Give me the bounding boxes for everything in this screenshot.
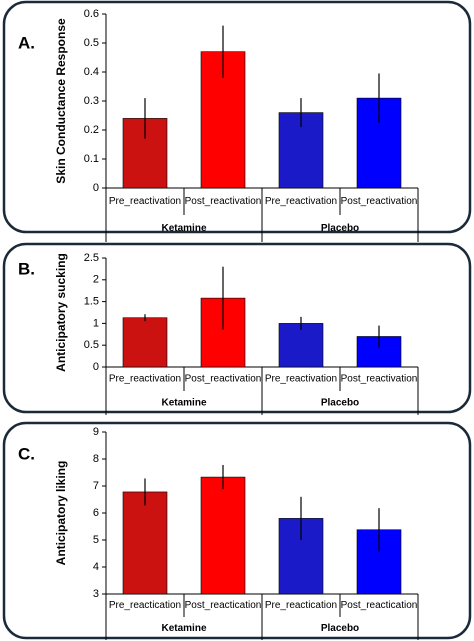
y-tick-label: 0.2	[84, 124, 99, 136]
x-tick-label: Post_reactivation	[341, 374, 418, 385]
x-tick-label: Pre_reactivation	[265, 374, 337, 385]
y-axis-label: Anticipatory liking	[54, 461, 68, 566]
y-axis-label: Anticipatory sucking	[54, 253, 68, 372]
panel-label: A.	[18, 33, 35, 52]
y-tick-label: 0.3	[84, 95, 99, 107]
group-label: Placebo	[321, 623, 359, 634]
x-tick-label: Post_reactivation	[185, 374, 262, 385]
y-tick-label: 0.6	[84, 8, 99, 20]
panel-frame	[2, 421, 472, 640]
x-tick-label: Post_reactication	[341, 600, 418, 611]
y-tick-label: 8	[93, 453, 99, 465]
x-tick-label: Pre_reactivation	[109, 196, 181, 207]
x-tick-label: Post_reactivation	[341, 196, 418, 207]
bar	[278, 323, 324, 368]
y-tick-label: 3	[93, 588, 99, 600]
panel-label: B.	[18, 259, 35, 278]
group-label: Ketamine	[161, 223, 206, 234]
bar	[122, 317, 168, 368]
y-tick-label: 1.5	[84, 296, 99, 308]
x-tick-label: Pre_reactication	[265, 600, 337, 611]
x-tick-label: Pre_reactivation	[265, 196, 337, 207]
y-tick-label: 0.5	[84, 37, 99, 49]
y-tick-label: 9	[93, 426, 99, 438]
bar	[200, 476, 246, 595]
group-label: Placebo	[321, 223, 359, 234]
panel-frame	[2, 0, 472, 234]
y-tick-label: 2.5	[84, 252, 99, 264]
y-tick-label: 0.4	[84, 66, 99, 78]
panel-label: C.	[18, 444, 35, 463]
group-label: Placebo	[321, 398, 359, 409]
group-label: Ketamine	[161, 623, 206, 634]
y-tick-label: 7	[93, 480, 99, 492]
x-tick-label: Post_reactication	[185, 600, 262, 611]
x-tick-label: Post_reactivation	[185, 196, 262, 207]
group-label: Ketamine	[161, 398, 206, 409]
bar	[122, 491, 168, 595]
y-tick-label: 0.1	[84, 153, 99, 165]
y-tick-label: 2	[93, 274, 99, 286]
y-tick-label: 6	[93, 507, 99, 519]
y-axis-label: Skin Conductance Response	[54, 18, 68, 184]
y-tick-label: 0	[93, 182, 99, 194]
y-tick-label: 5	[93, 534, 99, 546]
x-tick-label: Pre_reactication	[109, 600, 181, 611]
y-tick-label: 4	[93, 561, 99, 573]
y-tick-label: 0	[93, 361, 99, 373]
x-tick-label: Pre_reactivation	[109, 374, 181, 385]
y-tick-label: 0.5	[84, 339, 99, 351]
y-tick-label: 1	[93, 317, 99, 329]
panel-frame	[2, 242, 472, 414]
